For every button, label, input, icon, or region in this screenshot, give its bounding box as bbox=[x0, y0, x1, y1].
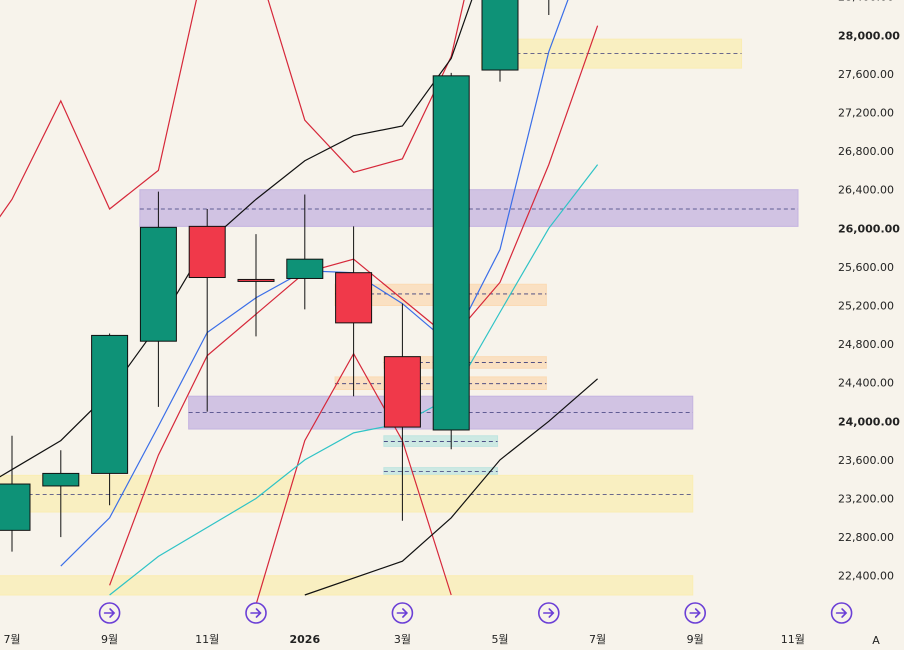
y-tick-label: 26,400.00 bbox=[838, 184, 894, 197]
y-tick-label: 28,000.00 bbox=[838, 29, 900, 42]
markers-layer bbox=[98, 602, 853, 624]
x-tick-label: 7월 bbox=[589, 633, 606, 646]
candle-body bbox=[42, 472, 80, 487]
arrow-circle-icon[interactable] bbox=[98, 602, 121, 624]
y-tick-label: 24,000.00 bbox=[838, 415, 900, 428]
candle-body bbox=[0, 483, 31, 531]
y-tick-label: 23,200.00 bbox=[838, 493, 894, 506]
zone-band bbox=[383, 467, 499, 475]
candle-body bbox=[335, 272, 373, 324]
candle-body bbox=[383, 356, 421, 428]
x-tick-label: 11월 bbox=[195, 633, 219, 646]
candles-layer bbox=[0, 0, 550, 552]
y-tick-label: 22,400.00 bbox=[838, 570, 894, 583]
candle[interactable] bbox=[237, 234, 275, 337]
candle-body bbox=[91, 334, 129, 474]
marker-arrow bbox=[689, 608, 701, 618]
x-tick-label: 11월 bbox=[781, 633, 805, 646]
auto-scale-button[interactable]: A bbox=[872, 634, 880, 647]
candle[interactable] bbox=[0, 435, 31, 552]
x-tick-label: 2026 bbox=[289, 633, 320, 646]
zone-band bbox=[0, 474, 694, 513]
y-tick-label: 28,400.00 bbox=[838, 0, 894, 4]
candle[interactable] bbox=[91, 333, 129, 506]
candle[interactable] bbox=[383, 303, 421, 521]
indicator-line bbox=[304, 378, 598, 596]
y-tick-label: 25,600.00 bbox=[838, 261, 894, 274]
candle-body bbox=[432, 75, 470, 431]
candle[interactable] bbox=[481, 0, 519, 82]
y-tick-label: 24,800.00 bbox=[838, 338, 894, 351]
marker-arrow bbox=[543, 608, 555, 618]
x-tick-label: 9월 bbox=[687, 633, 704, 646]
candle-body bbox=[139, 226, 177, 342]
candle[interactable] bbox=[139, 191, 177, 407]
y-tick-label: 27,200.00 bbox=[838, 107, 894, 120]
y-tick-label: 25,200.00 bbox=[838, 300, 894, 313]
y-tick-label: 26,000.00 bbox=[838, 222, 900, 235]
y-tick-label: 22,800.00 bbox=[838, 531, 894, 544]
candle-body bbox=[481, 0, 519, 71]
x-tick-label: 5월 bbox=[491, 633, 508, 646]
x-tick-label: 7월 bbox=[3, 633, 20, 646]
x-axis[interactable]: 7월 9월 11월 2026 3월 5월 7월 9월 11월 A bbox=[3, 633, 880, 647]
marker-arrow bbox=[103, 608, 116, 618]
y-tick-label: 27,600.00 bbox=[838, 68, 894, 81]
candle[interactable] bbox=[188, 209, 226, 412]
candle[interactable] bbox=[286, 194, 324, 310]
x-tick-label: 3월 bbox=[394, 633, 411, 646]
arrow-circle-icon[interactable] bbox=[537, 602, 560, 624]
candle-body bbox=[188, 225, 226, 279]
zone-band bbox=[383, 435, 499, 447]
indicator-line bbox=[60, 0, 569, 567]
candle[interactable] bbox=[432, 72, 470, 450]
y-tick-label: 24,400.00 bbox=[838, 377, 894, 390]
marker-arrow bbox=[396, 608, 409, 618]
candle-body bbox=[286, 258, 324, 279]
marker-arrow bbox=[835, 608, 848, 618]
indicator-line bbox=[0, 0, 465, 218]
arrow-circle-icon[interactable] bbox=[684, 602, 707, 624]
arrow-circle-icon[interactable] bbox=[245, 602, 267, 624]
arrow-circle-icon[interactable] bbox=[830, 602, 853, 624]
x-tick-label: 9월 bbox=[101, 633, 118, 646]
indicator-line bbox=[109, 164, 599, 596]
marker-arrow bbox=[250, 608, 262, 618]
y-tick-label: 26,800.00 bbox=[838, 145, 894, 158]
zone-band bbox=[0, 575, 694, 596]
y-tick-label: 23,600.00 bbox=[838, 454, 894, 467]
candle-body bbox=[237, 278, 275, 282]
indicator-line bbox=[0, 0, 473, 478]
zone-band bbox=[480, 38, 743, 69]
candle[interactable] bbox=[42, 450, 80, 538]
candle[interactable] bbox=[335, 226, 373, 397]
y-axis[interactable]: 29,600.0029,200.0028,800.0028,400.0028,0… bbox=[838, 0, 900, 583]
arrow-circle-icon[interactable] bbox=[391, 602, 414, 624]
